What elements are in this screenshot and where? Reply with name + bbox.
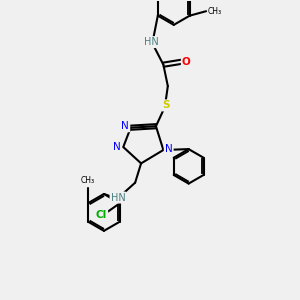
Text: CH₃: CH₃ <box>208 7 222 16</box>
Text: O: O <box>182 57 190 67</box>
Text: N: N <box>113 142 121 152</box>
Text: S: S <box>163 100 170 110</box>
Text: Cl: Cl <box>96 210 107 220</box>
Text: N: N <box>165 143 172 154</box>
Text: CH₃: CH₃ <box>81 176 95 185</box>
Text: HN: HN <box>110 193 125 202</box>
Text: HN: HN <box>144 37 159 47</box>
Text: N: N <box>122 121 129 131</box>
